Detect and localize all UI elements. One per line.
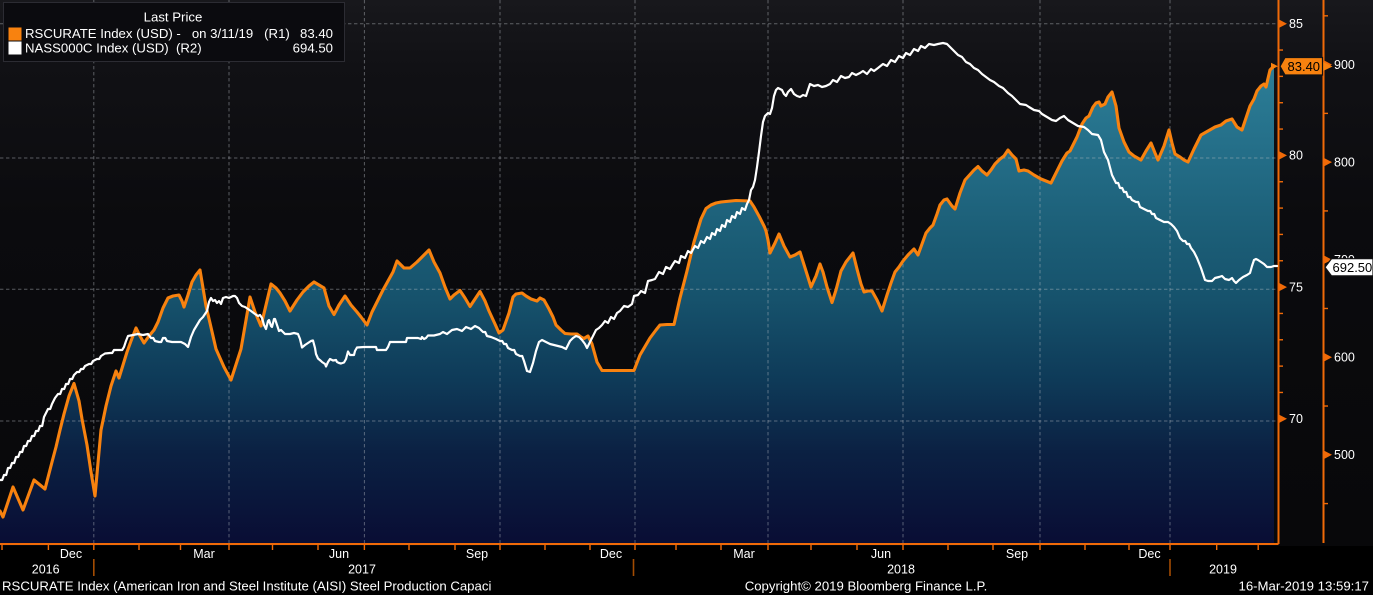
svg-text:Dec: Dec [600, 547, 622, 561]
svg-text:2018: 2018 [887, 563, 915, 577]
svg-text:Jun: Jun [871, 547, 891, 561]
svg-text:Mar: Mar [193, 547, 215, 561]
svg-text:Last Price: Last Price [144, 10, 203, 25]
svg-text:2017: 2017 [348, 563, 376, 577]
svg-text:800: 800 [1334, 155, 1355, 169]
svg-text:Sep: Sep [466, 547, 488, 561]
svg-text:RSCURATE Index (USD) - on 3/: RSCURATE Index (USD) - on 3/11/19 (R1) [25, 26, 290, 41]
svg-text:83.40: 83.40 [300, 26, 333, 41]
svg-text:Jun: Jun [329, 547, 349, 561]
svg-text:Dec: Dec [1138, 547, 1160, 561]
svg-text:Sep: Sep [1006, 547, 1028, 561]
svg-text:692.50: 692.50 [1333, 260, 1373, 275]
svg-text:500: 500 [1334, 448, 1355, 462]
svg-text:NASS000C Index (USD) (R2): NASS000C Index (USD) (R2) [25, 41, 202, 56]
svg-text:2016: 2016 [32, 563, 60, 577]
svg-text:70: 70 [1289, 412, 1303, 426]
svg-text:Mar: Mar [733, 547, 755, 561]
svg-text:900: 900 [1334, 58, 1355, 72]
svg-text:85: 85 [1289, 17, 1303, 31]
svg-text:80: 80 [1289, 149, 1303, 163]
svg-text:83.40: 83.40 [1288, 59, 1321, 74]
svg-text:Copyright© 2019 Bloomberg Fina: Copyright© 2019 Bloomberg Finance L.P. [745, 579, 988, 594]
svg-text:RSCURATE Index (American Iron: RSCURATE Index (American Iron and Steel … [2, 579, 491, 594]
svg-text:Dec: Dec [60, 547, 82, 561]
svg-text:2019: 2019 [1209, 563, 1237, 577]
svg-text:75: 75 [1289, 280, 1303, 294]
svg-text:16-Mar-2019 13:59:17: 16-Mar-2019 13:59:17 [1239, 579, 1370, 594]
svg-text:694.50: 694.50 [293, 41, 333, 56]
svg-text:600: 600 [1334, 351, 1355, 365]
